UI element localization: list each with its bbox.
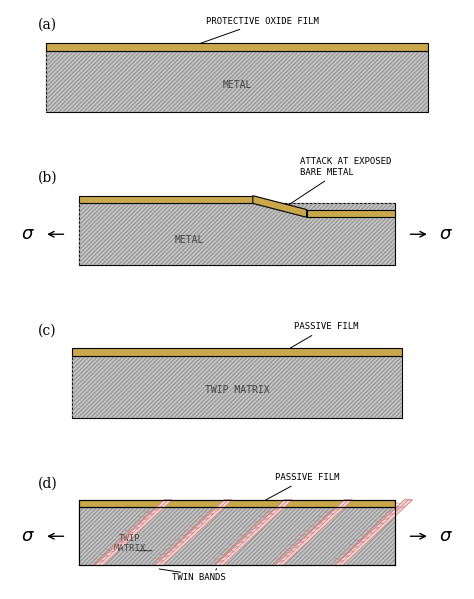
Polygon shape bbox=[217, 500, 232, 507]
Text: $\sigma$: $\sigma$ bbox=[21, 527, 35, 545]
Polygon shape bbox=[277, 500, 292, 507]
Bar bbox=[307, 210, 395, 217]
Text: ATTACK AT EXPOSED
BARE METAL: ATTACK AT EXPOSED BARE METAL bbox=[281, 158, 392, 210]
Text: $\sigma$: $\sigma$ bbox=[21, 225, 35, 243]
Text: TWIP
MATRIX: TWIP MATRIX bbox=[113, 534, 146, 553]
Polygon shape bbox=[215, 500, 292, 565]
Polygon shape bbox=[397, 500, 412, 507]
Text: (c): (c) bbox=[38, 323, 56, 338]
Text: TWIN BANDS: TWIN BANDS bbox=[172, 573, 226, 582]
Bar bbox=[73, 349, 401, 356]
Text: (b): (b) bbox=[38, 171, 57, 185]
Polygon shape bbox=[155, 500, 232, 565]
Text: PASSIVE FILM: PASSIVE FILM bbox=[285, 322, 359, 351]
Text: $\sigma$: $\sigma$ bbox=[439, 225, 453, 243]
Bar bbox=[79, 500, 395, 507]
Bar bbox=[73, 356, 401, 418]
Text: $\sigma$: $\sigma$ bbox=[439, 527, 453, 545]
Bar bbox=[79, 507, 395, 565]
Text: PROTECTIVE OXIDE FILM: PROTECTIVE OXIDE FILM bbox=[194, 17, 319, 46]
Polygon shape bbox=[95, 500, 172, 565]
Polygon shape bbox=[156, 500, 172, 507]
Bar bbox=[79, 196, 253, 204]
Bar bbox=[73, 356, 401, 418]
Polygon shape bbox=[337, 500, 352, 507]
Bar bbox=[79, 204, 395, 265]
Text: PASSIVE FILM: PASSIVE FILM bbox=[262, 473, 339, 502]
Polygon shape bbox=[253, 196, 307, 217]
Bar bbox=[46, 50, 428, 112]
Bar bbox=[46, 50, 428, 112]
Bar bbox=[79, 204, 395, 265]
Text: TWIP MATRIX: TWIP MATRIX bbox=[205, 385, 269, 395]
Text: (d): (d) bbox=[38, 476, 58, 491]
Text: METAL: METAL bbox=[175, 235, 204, 246]
Text: METAL: METAL bbox=[222, 80, 252, 89]
Bar bbox=[46, 43, 428, 50]
Polygon shape bbox=[335, 500, 412, 565]
Text: (a): (a) bbox=[38, 18, 57, 32]
Polygon shape bbox=[275, 500, 352, 565]
Bar bbox=[79, 507, 395, 565]
